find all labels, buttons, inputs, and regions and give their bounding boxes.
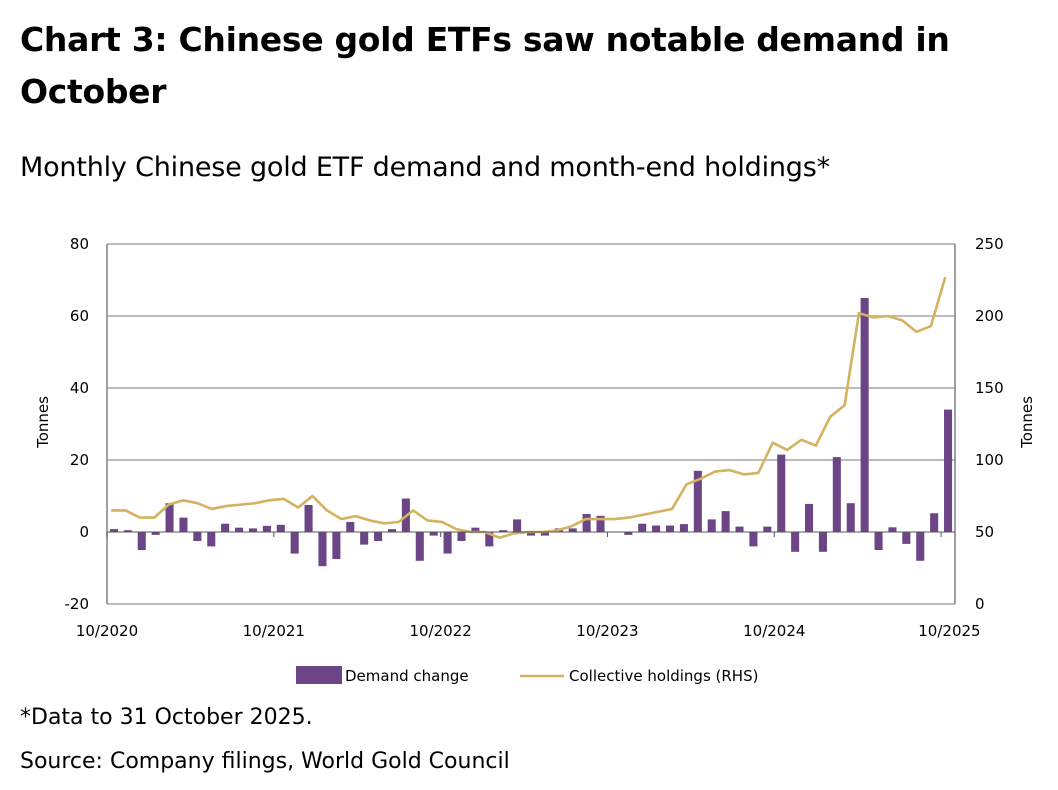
bar — [499, 530, 508, 532]
bar — [109, 529, 118, 532]
bar — [721, 511, 730, 532]
x-tick-label: 10/2022 — [409, 622, 471, 640]
y-right-tick-label: 50 — [975, 523, 994, 541]
bar — [805, 503, 814, 532]
y-right-axis-title: Tonnes — [1018, 396, 1036, 449]
bar — [415, 532, 424, 561]
bar — [346, 521, 355, 532]
bar — [944, 409, 953, 532]
gridlines — [107, 243, 955, 605]
y-left-tick-label: 80 — [70, 235, 89, 253]
chart-title: Chart 3: Chinese gold ETFs saw notable d… — [20, 20, 950, 111]
bar — [165, 503, 174, 532]
bar — [276, 524, 285, 532]
bar — [248, 528, 257, 532]
y-right-tick-label: 200 — [975, 307, 1004, 325]
legend-label-holdings: Collective holdings (RHS) — [569, 667, 758, 685]
bar — [707, 519, 716, 532]
bar — [374, 532, 383, 541]
x-tick-label: 10/2021 — [243, 622, 305, 640]
y-right-tick-label: 0 — [975, 595, 985, 613]
bar — [638, 523, 647, 532]
bar — [846, 503, 855, 532]
bar — [471, 527, 480, 532]
y-right-tick-label: 100 — [975, 451, 1004, 469]
footnote: *Data to 31 October 2025. — [20, 705, 313, 730]
bar — [262, 525, 271, 532]
y-right-tick-label: 150 — [975, 379, 1004, 397]
y-left-tick-label: 0 — [79, 523, 89, 541]
bar-series — [109, 298, 953, 567]
bar — [332, 532, 341, 559]
bar — [179, 517, 188, 532]
bar — [735, 526, 744, 532]
bar — [221, 523, 230, 532]
bar — [777, 454, 786, 532]
legend-label-demand: Demand change — [345, 667, 469, 685]
y-left-tick-label: 20 — [70, 451, 89, 469]
bar — [568, 528, 577, 532]
bar — [624, 532, 633, 535]
source-note: Source: Company filings, World Gold Coun… — [20, 749, 510, 774]
bar — [235, 527, 244, 532]
y-left-tick-label: 40 — [70, 379, 89, 397]
bar — [318, 532, 327, 567]
bar — [485, 532, 494, 547]
bar — [193, 532, 202, 541]
bar — [151, 532, 160, 535]
legend-swatch-demand — [296, 666, 342, 684]
x-tick-label: 10/2025 — [918, 622, 980, 640]
bar — [916, 532, 925, 561]
bar — [387, 529, 397, 532]
bar — [290, 532, 299, 554]
bar — [652, 525, 661, 532]
bar — [930, 513, 939, 532]
bar — [874, 532, 883, 550]
bar — [763, 526, 772, 532]
bar — [457, 532, 466, 541]
bar — [860, 298, 869, 532]
x-tick-label: 10/2024 — [743, 622, 805, 640]
bar — [679, 524, 688, 532]
bar — [749, 532, 758, 547]
x-tick-label: 10/2020 — [76, 622, 138, 640]
bar — [596, 515, 605, 532]
bar — [137, 532, 146, 550]
bar — [207, 532, 216, 547]
bar — [888, 527, 897, 532]
x-tick-label: 10/2023 — [576, 622, 638, 640]
chart-subtitle: Monthly Chinese gold ETF demand and mont… — [20, 152, 830, 183]
bar — [513, 519, 522, 532]
bar — [360, 532, 369, 545]
bar — [791, 532, 800, 552]
bar — [540, 532, 549, 536]
y-right-tick-label: 250 — [975, 235, 1004, 253]
bar — [693, 470, 702, 532]
legend: Demand change Collective holdings (RHS) — [296, 666, 758, 685]
y-left-tick-label: -20 — [65, 595, 90, 613]
bar — [582, 514, 591, 532]
y-left-axis-title: Tonnes — [34, 396, 52, 449]
bar — [123, 530, 132, 532]
bar — [818, 532, 827, 552]
bar — [526, 532, 536, 536]
bar — [832, 457, 841, 532]
axes — [106, 244, 956, 604]
bar — [429, 532, 438, 536]
bar — [665, 525, 675, 532]
y-left-tick-label: 60 — [70, 307, 89, 325]
bar — [443, 532, 452, 554]
bar — [902, 532, 911, 544]
bar — [304, 505, 313, 532]
